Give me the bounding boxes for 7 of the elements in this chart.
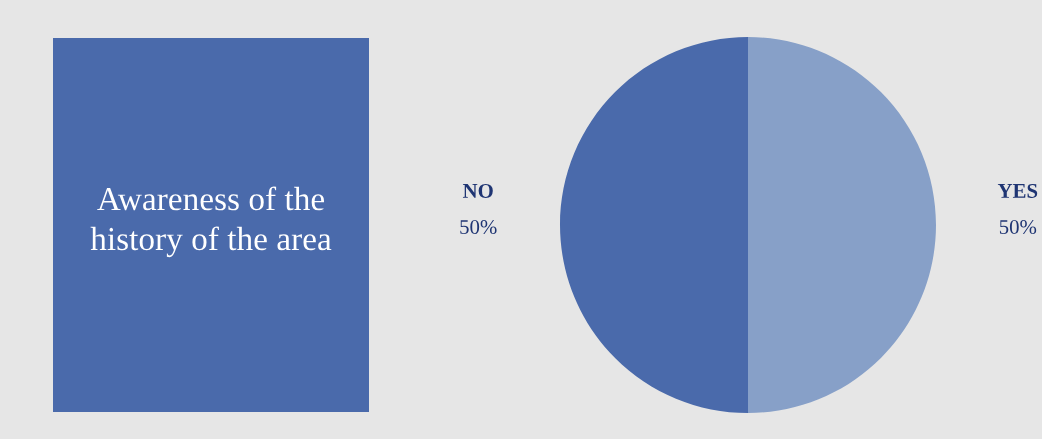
pie-slice bbox=[560, 37, 748, 413]
pie-slice bbox=[748, 37, 936, 413]
slice-label: NO bbox=[462, 183, 493, 198]
slice-label: YES bbox=[997, 183, 1038, 198]
data-label: 50% bbox=[460, 219, 497, 235]
text: Awareness of the history of the area bbox=[90, 186, 332, 258]
data-label: 50% bbox=[999, 219, 1037, 235]
